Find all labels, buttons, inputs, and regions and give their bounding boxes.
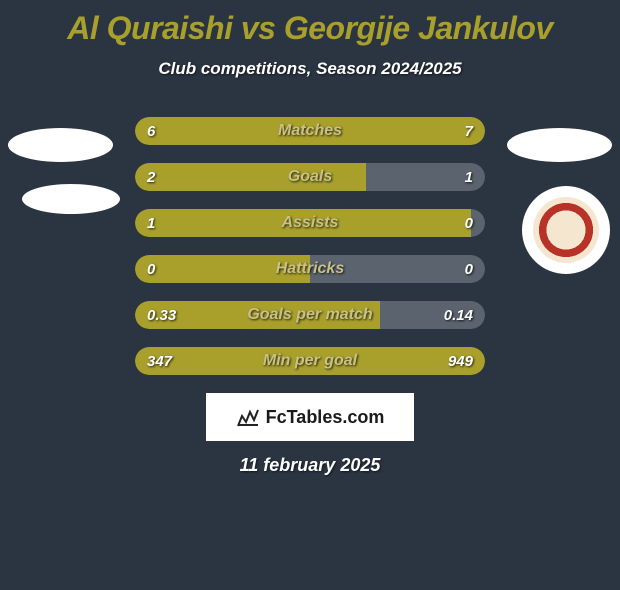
- fctables-label: FcTables.com: [266, 407, 385, 428]
- stat-value-left: 1: [147, 209, 155, 237]
- stat-row: Goals2 1: [135, 163, 485, 191]
- stat-label: Min per goal: [135, 347, 485, 375]
- club-logo-icon: [533, 197, 599, 263]
- stat-label: Matches: [135, 117, 485, 145]
- stat-row: Goals per match0.33 0.14: [135, 301, 485, 329]
- stat-value-left: 2: [147, 163, 155, 191]
- player-right-badge-1: [507, 128, 612, 162]
- stat-value-right: 0: [465, 209, 473, 237]
- fctables-brand: FcTables.com: [206, 393, 414, 441]
- stat-value-right: 7: [465, 117, 473, 145]
- stat-value-left: 0: [147, 255, 155, 283]
- snapshot-date: 11 february 2025: [0, 455, 620, 476]
- player-left-badge-1: [8, 128, 113, 162]
- stat-value-left: 0.33: [147, 301, 176, 329]
- stat-label: Goals: [135, 163, 485, 191]
- stat-row: Min per goal347 949: [135, 347, 485, 375]
- stat-value-right: 0.14: [444, 301, 473, 329]
- stat-label: Goals per match: [135, 301, 485, 329]
- stat-value-left: 347: [147, 347, 172, 375]
- stat-label: Assists: [135, 209, 485, 237]
- stat-row: Hattricks0 0: [135, 255, 485, 283]
- player-left-badge-2: [22, 184, 120, 214]
- player-right-club-badge: [522, 186, 610, 274]
- stat-value-right: 949: [448, 347, 473, 375]
- fctables-logo-icon: [236, 406, 260, 428]
- stat-value-right: 1: [465, 163, 473, 191]
- comparison-subtitle: Club competitions, Season 2024/2025: [0, 59, 620, 79]
- stat-row: Matches6 7: [135, 117, 485, 145]
- stat-value-left: 6: [147, 117, 155, 145]
- stat-label: Hattricks: [135, 255, 485, 283]
- stat-row: Assists1 0: [135, 209, 485, 237]
- stat-value-right: 0: [465, 255, 473, 283]
- comparison-title: Al Quraishi vs Georgije Jankulov: [0, 10, 620, 47]
